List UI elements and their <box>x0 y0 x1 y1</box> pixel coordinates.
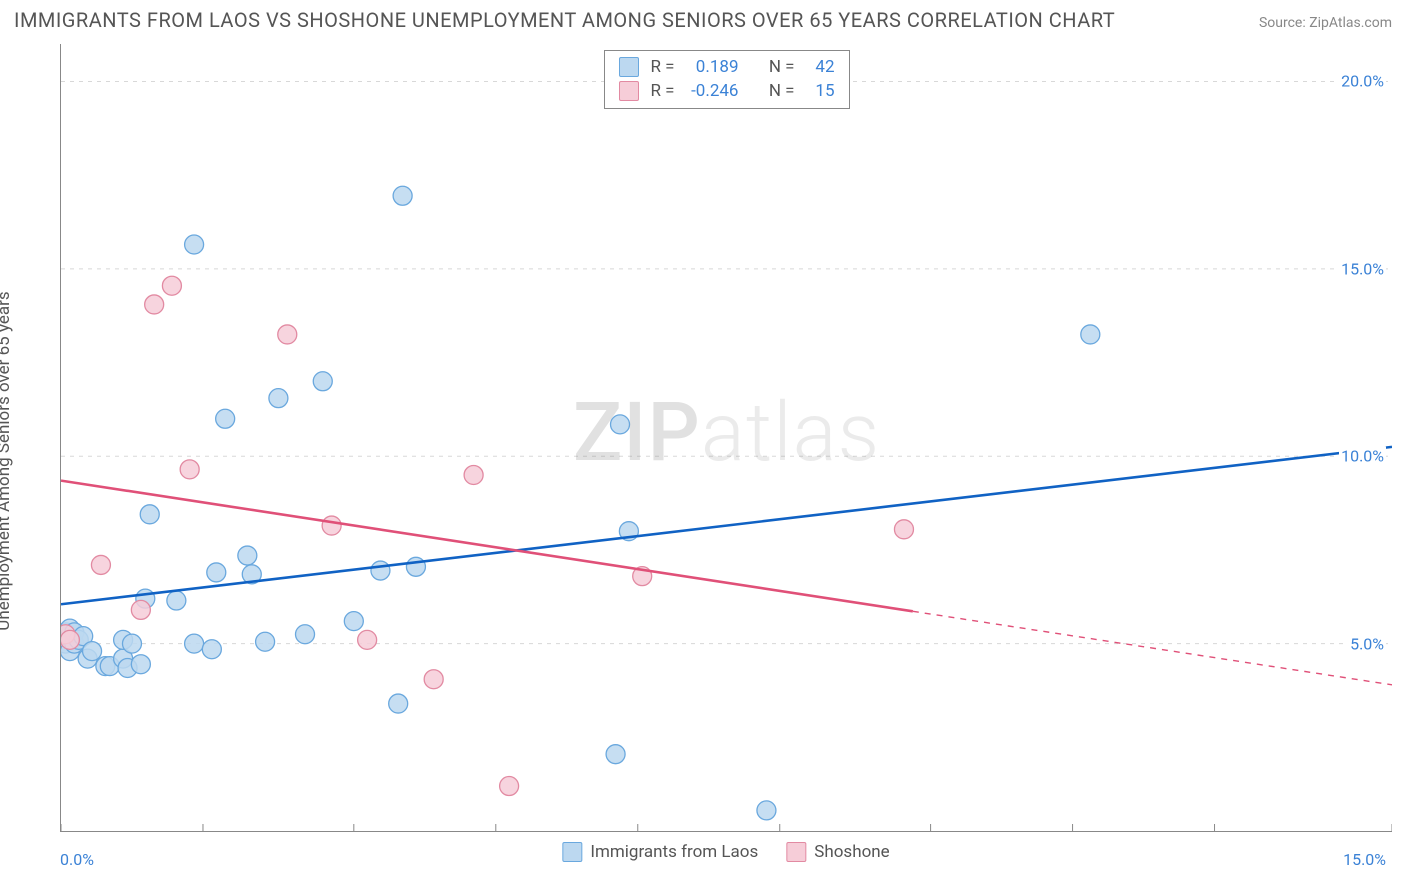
r-label: R = <box>649 79 675 103</box>
x-axis-area: 0.0% 15.0% Immigrants from Laos Shoshone <box>60 832 1392 878</box>
n-value: 42 <box>805 55 835 79</box>
correlation-row: R = 0.189 N = 42 <box>619 55 835 79</box>
legend-label: Immigrants from Laos <box>590 842 758 862</box>
chart-container: Unemployment Among Seniors over 65 years… <box>14 44 1392 878</box>
chart-title: IMMIGRANTS FROM LAOS VS SHOSHONE UNEMPLO… <box>14 8 1115 32</box>
correlation-row: R = -0.246 N = 15 <box>619 79 835 103</box>
x-axis-min-label: 0.0% <box>60 850 94 869</box>
legend-swatch <box>619 81 639 101</box>
legend-swatch <box>786 842 806 862</box>
y-tick-label: 5.0% <box>1348 634 1386 653</box>
n-value: 15 <box>805 79 835 103</box>
legend-item: Shoshone <box>786 842 889 862</box>
source-label: Source: ZipAtlas.com <box>1259 15 1392 31</box>
legend-label: Shoshone <box>814 842 889 862</box>
legend-swatch <box>562 842 582 862</box>
r-label: R = <box>649 55 675 79</box>
r-value: 0.189 <box>685 55 739 79</box>
correlation-legend: R = 0.189 N = 42 R = -0.246 N = 15 <box>604 50 850 109</box>
scatter-svg <box>61 44 1392 831</box>
n-label: N = <box>769 79 795 103</box>
y-tick-label: 15.0% <box>1339 259 1386 278</box>
r-value: -0.246 <box>685 79 739 103</box>
n-label: N = <box>769 55 795 79</box>
y-axis-label: Unemployment Among Seniors over 65 years <box>0 291 14 630</box>
plot-area: ZIPatlas R =0.189N =42R =-0.246N =15 5.0… <box>60 44 1392 832</box>
legend-swatch <box>619 57 639 77</box>
x-axis-max-label: 15.0% <box>1343 850 1386 869</box>
series-legend: Immigrants from Laos Shoshone <box>562 842 889 862</box>
y-tick-label: 20.0% <box>1339 72 1386 91</box>
y-tick-label: 10.0% <box>1339 447 1386 466</box>
legend-item: Immigrants from Laos <box>562 842 758 862</box>
